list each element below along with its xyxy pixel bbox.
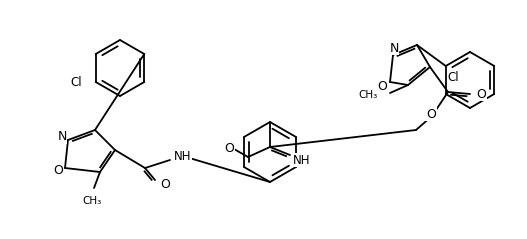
Text: NH: NH: [174, 151, 191, 163]
Text: O: O: [426, 108, 436, 120]
Text: CH₃: CH₃: [359, 90, 378, 100]
Text: O: O: [377, 80, 387, 92]
Text: NH: NH: [174, 151, 191, 163]
Text: N: N: [389, 42, 399, 54]
Text: N: N: [57, 130, 67, 143]
Text: O: O: [160, 178, 170, 190]
Text: O: O: [53, 164, 63, 178]
Text: O: O: [476, 87, 486, 101]
Text: Cl: Cl: [70, 76, 82, 88]
Text: NH: NH: [293, 153, 310, 167]
Text: CH₃: CH₃: [82, 196, 102, 206]
Text: Cl: Cl: [448, 71, 460, 84]
Text: O: O: [224, 142, 234, 156]
